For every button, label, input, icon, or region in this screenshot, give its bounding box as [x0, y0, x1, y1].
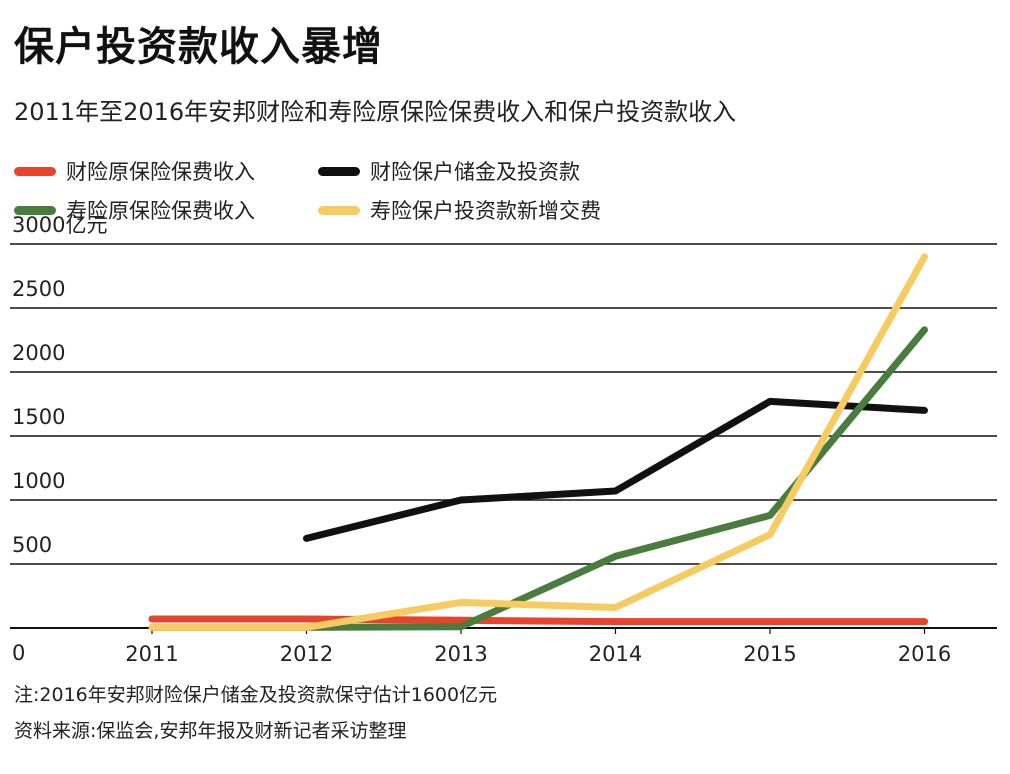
y-tick-label: 0: [12, 641, 25, 665]
legend-item-life-investment: 寿险保户投资款新增交费: [318, 195, 601, 225]
chart-title: 保户投资款收入暴增: [14, 24, 383, 70]
y-tick-label: 1500: [12, 405, 65, 429]
y-tick-label: 2000: [12, 341, 65, 365]
y-tick-label: 2500: [12, 277, 65, 301]
x-tick-label: 2012: [280, 642, 333, 666]
legend-swatch-green: [14, 205, 56, 215]
footnote-source: 资料来源:保监会,安邦年报及财新记者采访整理: [14, 720, 407, 742]
x-tick-label: 2014: [589, 642, 642, 666]
y-tick-label: 1000: [12, 469, 65, 493]
legend-label: 财险保户储金及投资款: [370, 160, 580, 184]
legend-swatch-yellow: [318, 205, 360, 215]
y-tick-label: 3000亿元: [12, 213, 107, 237]
y-tick-label: 500: [12, 533, 52, 557]
legend-item-life-premium: 寿险原保险保费收入: [14, 195, 255, 225]
series-line-1: [148, 615, 928, 626]
legend-label: 寿险保户投资款新增交费: [370, 199, 601, 223]
legend-item-property-deposits: 财险保户储金及投资款: [318, 156, 580, 186]
series-line-2: [303, 397, 928, 542]
series-line-3: [148, 326, 928, 631]
legend-item-property-premium: 财险原保险保费收入: [14, 156, 255, 186]
x-tick-label: 2013: [434, 642, 487, 666]
x-tick-label: 2011: [125, 642, 178, 666]
x-tick-label: 2016: [898, 642, 951, 666]
x-tick-label: 2015: [743, 642, 796, 666]
legend-label: 财险原保险保费收入: [66, 160, 255, 184]
footnote-note: 注:2016年安邦财险保户储金及投资款保守估计1600亿元: [14, 684, 498, 706]
series-line-4: [148, 253, 928, 631]
legend-swatch-black: [318, 166, 360, 176]
chart-subtitle: 2011年至2016年安邦财险和寿险原保险保费收入和保户投资款收入: [14, 98, 737, 126]
legend-label: 寿险原保险保费收入: [66, 199, 255, 223]
legend-swatch-red: [14, 166, 56, 176]
